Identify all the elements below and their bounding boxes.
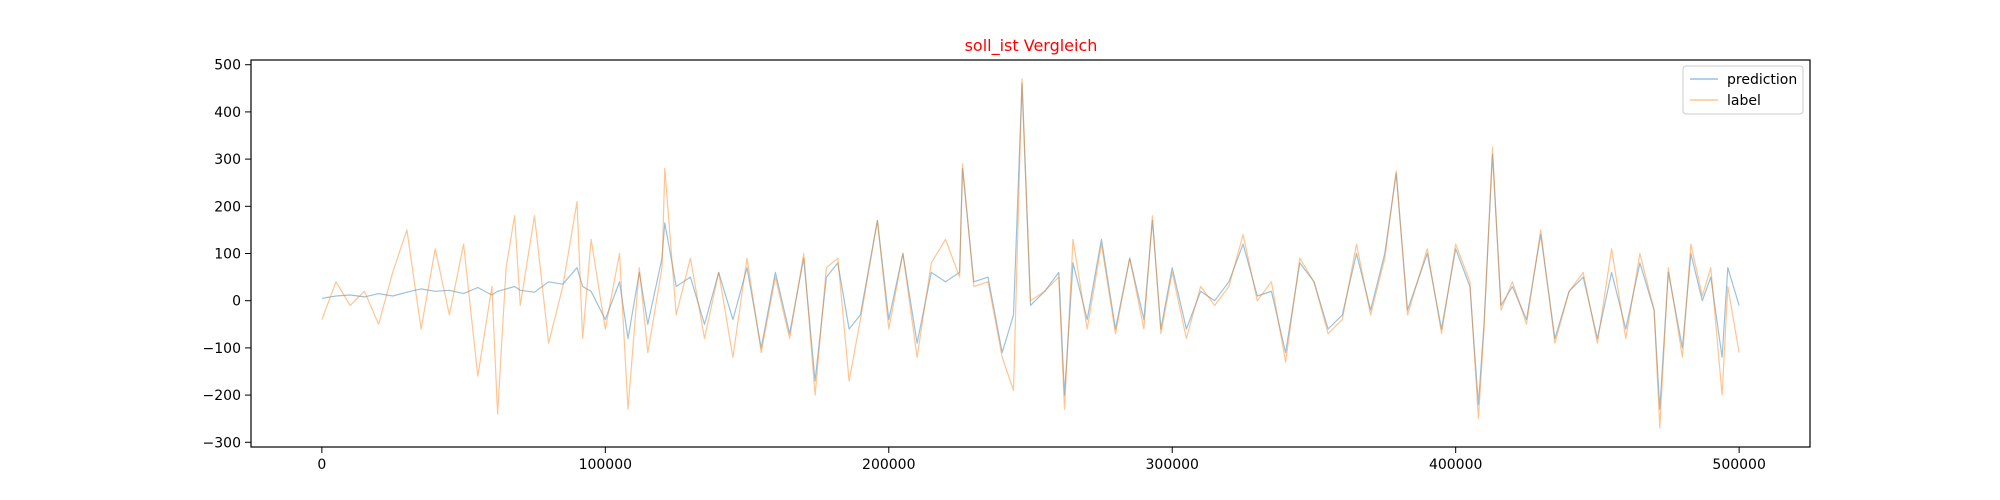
legend: prediction label — [1682, 65, 1804, 115]
x-tick-label: 100000 — [579, 457, 632, 473]
x-axis: 0 100000 200000 300000 400000 500000 — [317, 447, 1766, 473]
y-tick-label: 300 — [214, 152, 241, 168]
x-tick-label: 500000 — [1712, 457, 1765, 473]
y-axis: −300 −200 −100 0 100 200 300 400 500 — [203, 58, 251, 451]
series-line-label — [321, 78, 1740, 429]
y-tick-label: 100 — [214, 247, 241, 263]
series-layer — [321, 78, 1740, 429]
legend-box — [1682, 65, 1804, 115]
x-tick-label: 0 — [317, 457, 326, 473]
legend-label-prediction: prediction — [1727, 72, 1797, 88]
y-tick-label: 400 — [214, 105, 241, 121]
y-tick-label: 500 — [214, 58, 241, 74]
series-line-prediction — [321, 82, 1740, 410]
chart-title: soll_ist Vergleich — [965, 36, 1098, 56]
legend-label-label: label — [1727, 93, 1761, 109]
y-tick-label: −100 — [203, 341, 241, 357]
y-tick-label: −200 — [203, 388, 241, 404]
x-tick-label: 300000 — [1146, 457, 1199, 473]
x-tick-label: 400000 — [1429, 457, 1482, 473]
y-tick-label: −300 — [203, 435, 241, 451]
y-tick-label: 200 — [214, 199, 241, 215]
y-tick-label: 0 — [232, 294, 241, 310]
x-tick-label: 200000 — [862, 457, 915, 473]
